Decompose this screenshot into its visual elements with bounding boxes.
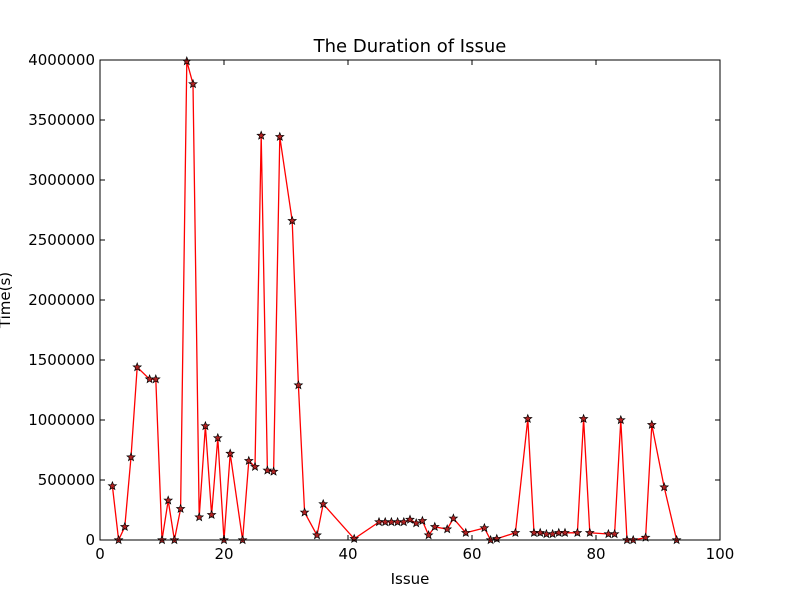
- data-point-marker: [535, 527, 546, 537]
- data-point-marker: [132, 362, 143, 372]
- y-tick-label: 1000000: [28, 411, 95, 429]
- data-point-marker: [442, 524, 453, 534]
- data-point-marker: [491, 533, 502, 543]
- data-point-marker: [448, 513, 459, 523]
- data-point-marker: [119, 521, 130, 531]
- data-point-marker: [398, 516, 409, 527]
- data-point-marker: [423, 530, 434, 540]
- data-point-marker: [615, 414, 626, 425]
- data-point-marker: [429, 521, 440, 531]
- data-point-marker: [411, 518, 422, 528]
- data-point-marker: [188, 78, 198, 89]
- data-point-marker: [640, 532, 651, 542]
- data-point-marker: [405, 514, 415, 524]
- x-axis-label: Issue: [391, 570, 430, 588]
- y-axis-label: Time(s): [0, 272, 14, 329]
- data-point-marker: [417, 515, 428, 525]
- plot-area-frame: [99, 59, 721, 541]
- data-point-marker: [256, 130, 267, 140]
- data-point-marker: [268, 466, 279, 476]
- y-tick-label: 2000000: [28, 291, 95, 309]
- data-point-marker: [349, 533, 360, 543]
- chart-title: The Duration of Issue: [313, 36, 507, 57]
- series-line: [111, 61, 678, 543]
- data-point-marker: [150, 374, 161, 384]
- data-point-marker: [609, 528, 620, 539]
- data-point-marker: [318, 498, 329, 509]
- data-point-marker: [510, 527, 521, 537]
- data-point-marker: [299, 507, 310, 517]
- data-point-marker: [646, 419, 657, 429]
- data-point-marker: [479, 522, 490, 533]
- x-tick-label: 80: [586, 545, 605, 563]
- data-point-marker: [287, 215, 298, 225]
- data-point-marker: [572, 527, 583, 537]
- x-tick-label: 0: [95, 545, 105, 563]
- y-tick-label: 1500000: [28, 351, 95, 369]
- x-tick-label: 100: [706, 545, 735, 563]
- data-point-marker: [274, 131, 285, 141]
- data-point-marker: [560, 527, 570, 537]
- data-point-marker: [262, 465, 273, 475]
- data-point-marker: [293, 380, 304, 390]
- ticks-layer: 0 20 40 60 80 100 0 500000 1000000 1500000 2000000…: [28, 51, 734, 563]
- data-point-marker: [659, 482, 670, 492]
- series-layer: [107, 56, 682, 545]
- y-tick-label: 2500000: [28, 231, 95, 249]
- data-point-marker: [175, 503, 186, 513]
- data-point-marker: [206, 509, 217, 519]
- data-point-marker: [225, 448, 236, 458]
- y-tick-label: 0: [85, 531, 95, 549]
- data-point-marker: [212, 432, 223, 443]
- data-point-marker: [578, 413, 589, 423]
- data-point-marker: [312, 530, 322, 540]
- data-point-marker: [250, 461, 260, 471]
- y-tick-label: 4000000: [28, 51, 95, 69]
- data-point-marker: [243, 455, 254, 465]
- x-tick-label: 20: [214, 545, 233, 563]
- data-point-marker: [126, 452, 136, 462]
- x-tick-label: 60: [462, 545, 481, 563]
- data-point-marker: [522, 413, 533, 423]
- data-point-marker: [547, 528, 558, 539]
- data-point-marker: [460, 527, 471, 537]
- data-point-marker: [194, 512, 205, 522]
- data-point-marker: [107, 480, 118, 491]
- data-point-marker: [584, 527, 595, 537]
- x-tick-label: 40: [338, 545, 357, 563]
- y-tick-label: 3500000: [28, 111, 95, 129]
- y-tick-label: 500000: [38, 471, 95, 489]
- y-tick-label: 3000000: [28, 171, 95, 189]
- data-point-marker: [163, 495, 174, 505]
- data-point-marker: [200, 420, 211, 431]
